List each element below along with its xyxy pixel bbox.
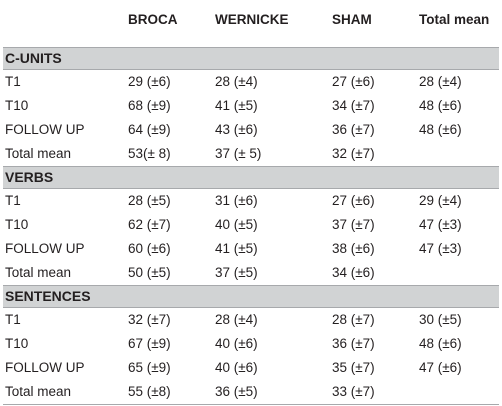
cell-broca: 65 (±9): [128, 360, 171, 375]
cell-wernicke: 31 (±6): [215, 193, 258, 208]
table-row: FOLLOW UP 65 (±9) 40 (±6) 35 (±7) 47 (±6): [3, 356, 499, 380]
header-broca: BROCA: [128, 12, 178, 27]
row-label: FOLLOW UP: [5, 360, 85, 375]
cell-sham: 37 (±7): [332, 217, 375, 232]
table-section: VERBS T1 28 (±5) 31 (±6) 27 (±6) 29 (±4) T10 62…: [3, 166, 499, 285]
row-label: T1: [5, 312, 21, 327]
table-section: C-UNITS T1 29 (±6) 28 (±4) 27 (±6) 28 (±4) T10…: [3, 47, 499, 166]
row-label: Total mean: [5, 146, 72, 161]
cell-sham: 32 (±7): [332, 146, 375, 161]
row-label: T1: [5, 74, 21, 89]
cell-broca: 62 (±7): [128, 217, 171, 232]
cell-sham: 38 (±6): [332, 241, 375, 256]
table-section: SENTENCES T1 32 (±7) 28 (±4) 28 (±7) 30 (±5) T…: [3, 285, 499, 404]
table-header: BROCA WERNICKE SHAM Total mean: [3, 0, 499, 47]
table-row: T10 67 (±9) 40 (±6) 36 (±7) 48 (±6): [3, 332, 499, 356]
table-body: C-UNITS T1 29 (±6) 28 (±4) 27 (±6) 28 (±4) T10…: [3, 47, 499, 404]
table-row: FOLLOW UP 64 (±9) 43 (±6) 36 (±7) 48 (±6): [3, 118, 499, 142]
table-row: Total mean 53(± 8) 37 (± 5) 32 (±7): [3, 142, 499, 166]
table-row: Total mean 50 (±5) 37 (±5) 34 (±6): [3, 261, 499, 285]
cell-wernicke: 36 (±5): [215, 384, 258, 399]
cell-sham: 34 (±7): [332, 98, 375, 113]
cell-broca: 55 (±8): [128, 384, 171, 399]
row-label: FOLLOW UP: [5, 241, 85, 256]
cell-total-mean: 48 (±6): [419, 336, 462, 351]
cell-total-mean: 48 (±6): [419, 122, 462, 137]
cell-wernicke: 37 (± 5): [215, 146, 262, 161]
section-title: SENTENCES: [5, 288, 91, 304]
cell-sham: 36 (±7): [332, 336, 375, 351]
row-label: T10: [5, 98, 29, 113]
cell-broca: 67 (±9): [128, 336, 171, 351]
table-bottom-rule: [3, 404, 499, 405]
cell-total-mean: 29 (±4): [419, 193, 462, 208]
header-sham: SHAM: [332, 12, 372, 27]
cell-total-mean: 47 (±6): [419, 360, 462, 375]
cell-wernicke: 40 (±5): [215, 217, 258, 232]
row-label: Total mean: [5, 384, 72, 399]
cell-wernicke: 43 (±6): [215, 122, 258, 137]
cell-broca: 32 (±7): [128, 312, 171, 327]
table-row: T1 29 (±6) 28 (±4) 27 (±6) 28 (±4): [3, 70, 499, 94]
cell-sham: 33 (±7): [332, 384, 375, 399]
cell-total-mean: 47 (±3): [419, 217, 462, 232]
cell-sham: 36 (±7): [332, 122, 375, 137]
table-row: Total mean 55 (±8) 36 (±5) 33 (±7): [3, 380, 499, 404]
data-table: BROCA WERNICKE SHAM Total mean C-UNITS T1…: [3, 0, 499, 405]
section-header: SENTENCES: [3, 285, 499, 308]
cell-total-mean: 28 (±4): [419, 74, 462, 89]
cell-broca: 29 (±6): [128, 74, 171, 89]
section-header: VERBS: [3, 166, 499, 189]
header-wernicke: WERNICKE: [215, 12, 289, 27]
cell-broca: 53(± 8): [128, 146, 171, 161]
section-title: C-UNITS: [5, 50, 62, 66]
table-row: T1 28 (±5) 31 (±6) 27 (±6) 29 (±4): [3, 189, 499, 213]
cell-broca: 50 (±5): [128, 265, 171, 280]
cell-total-mean: 48 (±6): [419, 98, 462, 113]
cell-broca: 64 (±9): [128, 122, 171, 137]
table-row: FOLLOW UP 60 (±6) 41 (±5) 38 (±6) 47 (±3): [3, 237, 499, 261]
row-label: T1: [5, 193, 21, 208]
row-label: T10: [5, 336, 29, 351]
header-total-mean: Total mean: [419, 12, 490, 27]
table-row: T1 32 (±7) 28 (±4) 28 (±7) 30 (±5): [3, 308, 499, 332]
cell-sham: 28 (±7): [332, 312, 375, 327]
cell-wernicke: 40 (±6): [215, 360, 258, 375]
cell-total-mean: 47 (±3): [419, 241, 462, 256]
cell-sham: 35 (±7): [332, 360, 375, 375]
table-row: T10 68 (±9) 41 (±5) 34 (±7) 48 (±6): [3, 94, 499, 118]
cell-broca: 68 (±9): [128, 98, 171, 113]
cell-wernicke: 40 (±6): [215, 336, 258, 351]
cell-wernicke: 28 (±4): [215, 74, 258, 89]
cell-sham: 34 (±6): [332, 265, 375, 280]
row-label: T10: [5, 217, 29, 232]
cell-wernicke: 41 (±5): [215, 241, 258, 256]
cell-broca: 60 (±6): [128, 241, 171, 256]
section-title: VERBS: [5, 169, 54, 185]
cell-sham: 27 (±6): [332, 193, 375, 208]
cell-wernicke: 37 (±5): [215, 265, 258, 280]
row-label: Total mean: [5, 265, 72, 280]
cell-broca: 28 (±5): [128, 193, 171, 208]
cell-wernicke: 41 (±5): [215, 98, 258, 113]
cell-total-mean: 30 (±5): [419, 312, 462, 327]
table-row: T10 62 (±7) 40 (±5) 37 (±7) 47 (±3): [3, 213, 499, 237]
section-header: C-UNITS: [3, 47, 499, 70]
cell-wernicke: 28 (±4): [215, 312, 258, 327]
row-label: FOLLOW UP: [5, 122, 85, 137]
cell-sham: 27 (±6): [332, 74, 375, 89]
